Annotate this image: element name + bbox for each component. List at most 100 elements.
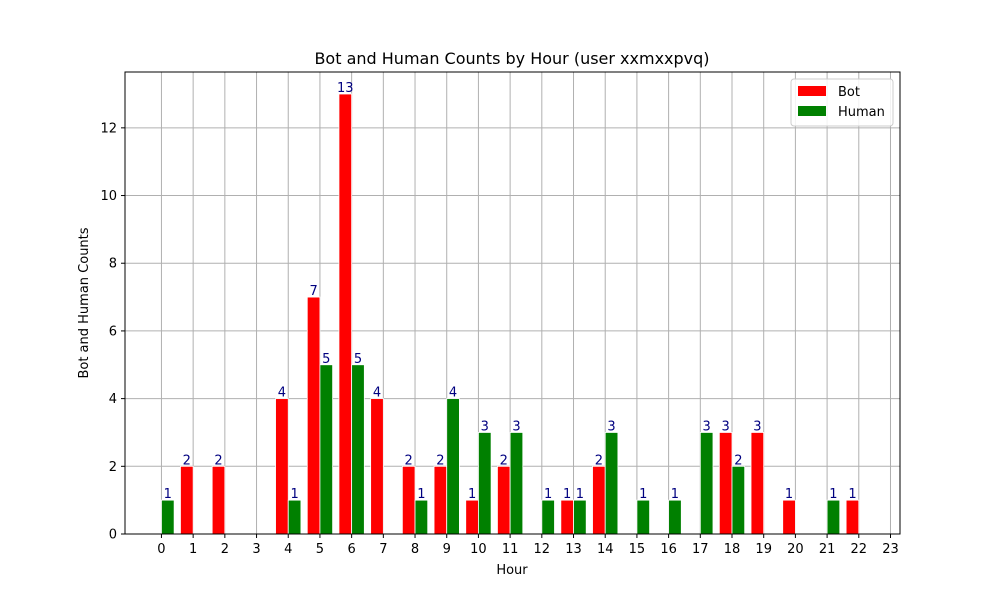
y-tick-label: 2 xyxy=(109,460,117,475)
data-label-bot-hour-1: 2 xyxy=(183,453,191,468)
x-tick-label: 19 xyxy=(755,542,772,557)
chart-title: Bot and Human Counts by Hour (user xxmxx… xyxy=(314,49,709,68)
data-label-bot-hour-9: 2 xyxy=(436,453,444,468)
bar-bot-hour-8 xyxy=(401,465,416,535)
bar-human-hour-17 xyxy=(699,432,714,535)
x-axis-ticks: 0 1 2 3 4 5 6 7 8 9 10 11 12 13 14 15 16 17 18 19 20 21 22 23 xyxy=(157,534,899,557)
x-tick-label: 17 xyxy=(692,542,709,557)
data-label-bot-hour-14: 2 xyxy=(595,453,603,468)
bar-human-hour-21 xyxy=(826,499,841,535)
data-label-human-hour-5: 5 xyxy=(322,352,330,367)
x-tick-label: 6 xyxy=(347,542,355,557)
data-label-human-hour-11: 3 xyxy=(512,419,520,434)
data-label-bot-hour-4: 4 xyxy=(278,386,286,401)
bar-bot-hour-22 xyxy=(845,499,860,535)
x-axis-title: Hour xyxy=(496,563,528,578)
bar-human-hour-11 xyxy=(509,432,524,535)
y-tick-label: 0 xyxy=(109,528,117,543)
data-label-human-hour-6: 5 xyxy=(354,352,362,367)
bar-human-hour-14 xyxy=(604,432,619,535)
x-tick-label: 23 xyxy=(882,542,899,557)
x-tick-label: 22 xyxy=(851,542,868,557)
x-tick-label: 9 xyxy=(443,542,451,557)
bar-bot-hour-5 xyxy=(306,296,321,535)
x-tick-label: 10 xyxy=(470,542,487,557)
bar-bot-hour-19 xyxy=(750,432,765,535)
bar-human-hour-16 xyxy=(668,499,682,535)
bar-bot-hour-14 xyxy=(592,465,606,535)
x-tick-label: 14 xyxy=(597,542,614,557)
x-tick-label: 20 xyxy=(787,542,804,557)
x-tick-label: 13 xyxy=(565,542,582,557)
data-label-human-hour-0: 1 xyxy=(164,487,172,502)
bar-human-hour-5 xyxy=(319,364,334,535)
x-tick-label: 8 xyxy=(411,542,419,557)
bar-bot-hour-20 xyxy=(782,499,796,535)
y-axis-ticks: 0 2 4 6 8 10 12 xyxy=(100,121,125,543)
data-label-bot-hour-10: 1 xyxy=(468,487,476,502)
x-tick-label: 16 xyxy=(660,542,677,557)
bar-human-hour-12 xyxy=(541,499,555,535)
x-tick-label: 7 xyxy=(379,542,387,557)
legend-label-bot: Bot xyxy=(838,85,860,100)
x-tick-label: 3 xyxy=(252,542,260,557)
bar-bot-hour-10 xyxy=(465,499,479,535)
data-label-bot-hour-7: 4 xyxy=(373,386,381,401)
bar-human-hour-13 xyxy=(573,499,587,535)
data-label-bot-hour-11: 2 xyxy=(500,453,508,468)
bar-human-hour-15 xyxy=(636,499,650,535)
data-label-bot-hour-6: 13 xyxy=(337,81,354,96)
x-tick-label: 5 xyxy=(316,542,324,557)
bar-human-hour-10 xyxy=(478,432,492,535)
data-label-human-hour-13: 1 xyxy=(576,487,584,502)
y-tick-label: 6 xyxy=(109,324,117,339)
x-tick-label: 11 xyxy=(502,542,519,557)
data-label-human-hour-21: 1 xyxy=(829,487,837,502)
y-tick-label: 8 xyxy=(109,257,117,272)
bars xyxy=(161,93,860,535)
bar-bot-hour-11 xyxy=(497,465,511,535)
plot-frame xyxy=(124,71,901,535)
data-label-human-hour-18: 2 xyxy=(734,453,742,468)
bar-human-hour-8 xyxy=(414,499,429,535)
data-label-human-hour-9: 4 xyxy=(449,386,457,401)
bar-bot-hour-18 xyxy=(718,432,733,535)
bar-bot-hour-6 xyxy=(338,93,353,535)
bar-human-hour-9 xyxy=(446,398,460,535)
x-tick-label: 1 xyxy=(189,542,197,557)
data-label-bot-hour-5: 7 xyxy=(309,284,317,299)
x-tick-label: 2 xyxy=(221,542,229,557)
bar-human-hour-6 xyxy=(351,364,365,535)
data-label-human-hour-16: 1 xyxy=(671,487,679,502)
x-tick-label: 4 xyxy=(284,542,292,557)
bar-bot-hour-4 xyxy=(275,398,289,535)
x-tick-label: 21 xyxy=(819,542,836,557)
data-label-human-hour-12: 1 xyxy=(544,487,552,502)
bar-bot-hour-9 xyxy=(433,465,448,535)
bar-bot-hour-13 xyxy=(560,499,574,535)
x-tick-label: 12 xyxy=(534,542,551,557)
y-tick-label: 12 xyxy=(100,121,117,136)
bar-bot-hour-2 xyxy=(211,465,226,535)
data-label-bot-hour-19: 3 xyxy=(753,419,761,434)
bar-human-hour-18 xyxy=(731,465,746,535)
legend-swatch-human xyxy=(798,106,826,116)
data-label-human-hour-14: 3 xyxy=(607,419,615,434)
data-label-human-hour-4: 1 xyxy=(290,487,298,502)
data-label-bot-hour-8: 2 xyxy=(405,453,413,468)
bar-human-hour-4 xyxy=(287,499,302,535)
data-label-bot-hour-18: 3 xyxy=(722,419,730,434)
x-tick-label: 0 xyxy=(157,542,165,557)
legend-label-human: Human xyxy=(838,105,885,120)
data-label-bot-hour-22: 1 xyxy=(848,487,856,502)
x-tick-label: 15 xyxy=(629,542,646,557)
legend: Bot Human xyxy=(790,78,894,127)
x-tick-label: 18 xyxy=(724,542,741,557)
data-label-bot-hour-20: 1 xyxy=(785,487,793,502)
data-label-bot-hour-2: 2 xyxy=(214,453,222,468)
bar-bot-hour-1 xyxy=(180,465,194,535)
bar-human-hour-0 xyxy=(161,499,175,535)
data-label-human-hour-17: 3 xyxy=(703,419,711,434)
